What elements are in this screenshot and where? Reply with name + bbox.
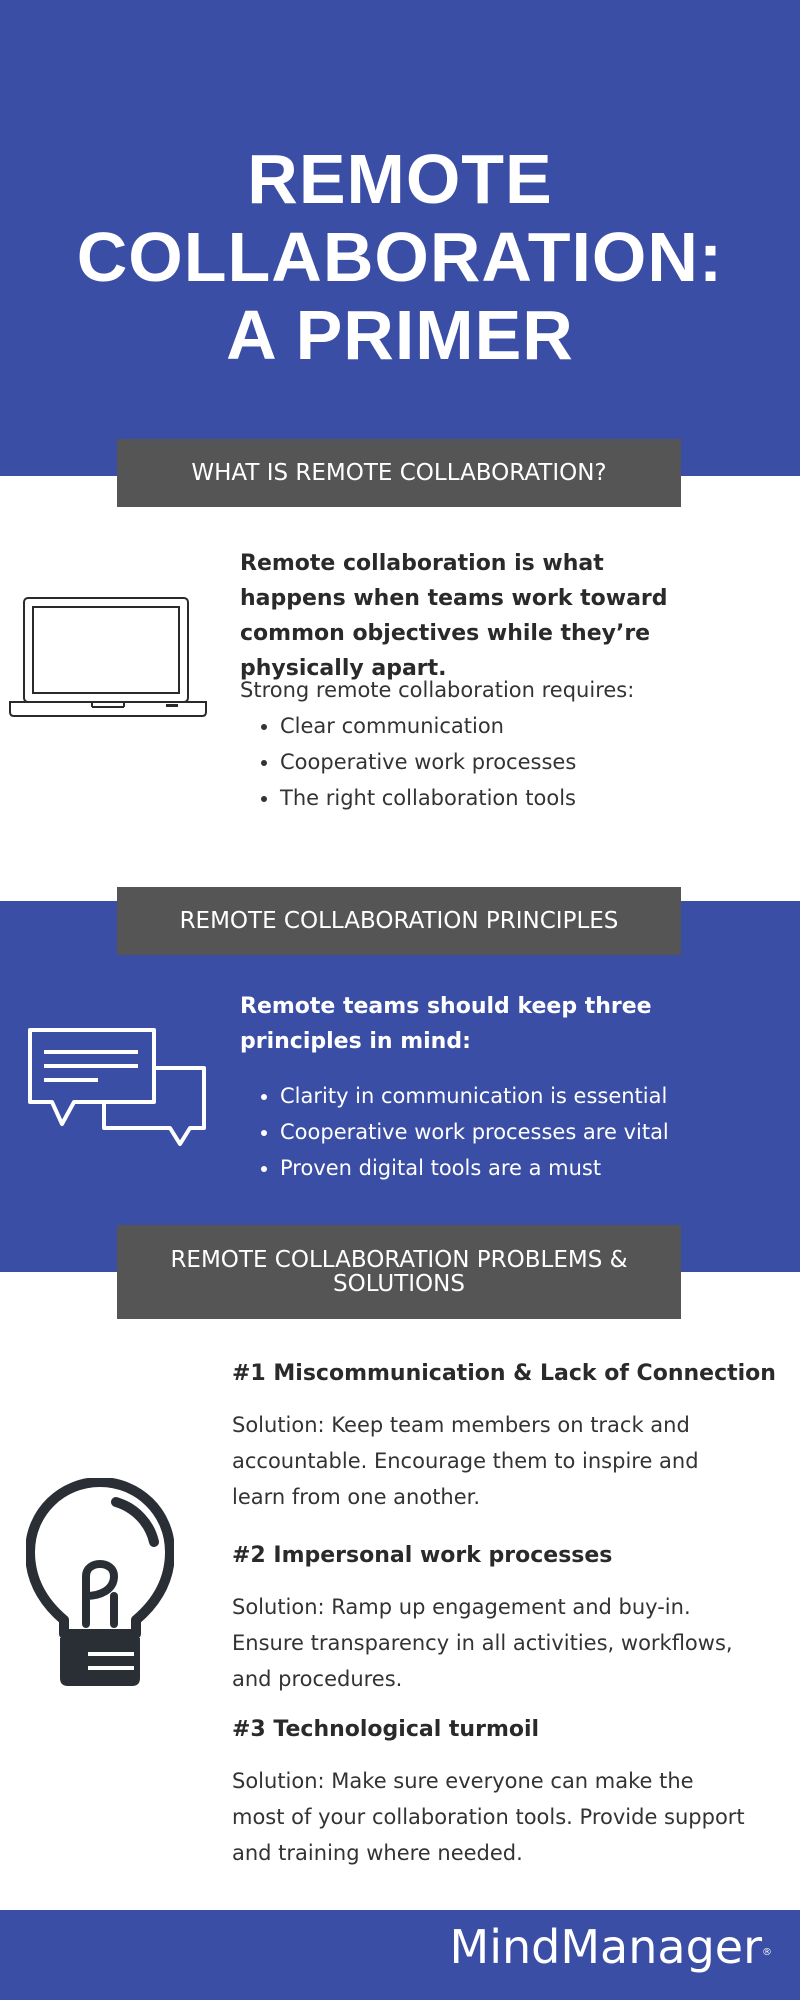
- list-item: Cooperative work processes are vital: [280, 1114, 750, 1150]
- problem-title: #1 Miscommunication & Lack of Connection: [232, 1361, 776, 1386]
- logo-text: MindManager: [449, 1920, 762, 1974]
- section-header-what-is: WHAT IS REMOTE COLLABORATION?: [117, 439, 681, 507]
- section-header-label: WHAT IS REMOTE COLLABORATION?: [191, 460, 607, 486]
- section2-bullet-list: Clarity in communication is essential Co…: [240, 1078, 750, 1186]
- problem-item-3: #3 Technological turmoil Solution: Make …: [232, 1715, 752, 1871]
- title-line-2: COLLABORATION:: [76, 218, 724, 296]
- section-header-label: REMOTE COLLABORATION PRINCIPLES: [179, 908, 619, 934]
- registered-mark: ®: [762, 1947, 772, 1958]
- section1-intro: Strong remote collaboration requires:: [240, 678, 635, 702]
- problem-title: #2 Impersonal work processes: [232, 1543, 613, 1568]
- list-item: Clarity in communication is essential: [280, 1078, 750, 1114]
- section-header-principles: REMOTE COLLABORATION PRINCIPLES: [117, 887, 681, 955]
- problem-solution: Solution: Keep team members on track and…: [232, 1413, 699, 1509]
- page-title: REMOTE COLLABORATION: A PRIMER: [0, 140, 800, 374]
- chat-bubbles-icon: [28, 1028, 206, 1146]
- laptop-icon: [9, 597, 207, 717]
- problem-solution: Solution: Make sure everyone can make th…: [232, 1769, 745, 1865]
- section-header-label-line1: REMOTE COLLABORATION PROBLEMS &: [170, 1247, 628, 1273]
- section1-lead: Remote collaboration is what happens whe…: [240, 551, 668, 681]
- problem-title: #3 Technological turmoil: [232, 1717, 540, 1742]
- title-line-1: REMOTE: [247, 140, 553, 218]
- footer-band: [0, 1910, 800, 2000]
- problem-item-2: #2 Impersonal work processes Solution: R…: [232, 1541, 752, 1697]
- section-header-problems: REMOTE COLLABORATION PROBLEMS & SOLUTION…: [117, 1225, 681, 1319]
- problem-solution: Solution: Ramp up engagement and buy-in.…: [232, 1595, 733, 1691]
- title-line-3: A PRIMER: [226, 296, 574, 374]
- list-item: Proven digital tools are a must: [280, 1150, 750, 1186]
- list-item: The right collaboration tools: [280, 780, 750, 816]
- section2-lead: Remote teams should keep three principle…: [240, 994, 652, 1054]
- section-header-label-line2: SOLUTIONS: [333, 1271, 465, 1297]
- mindmanager-logo: MindManager®: [450, 1922, 772, 1972]
- list-item: Cooperative work processes: [280, 744, 750, 780]
- list-item: Clear communication: [280, 708, 750, 744]
- title-banner: [0, 0, 800, 476]
- section1-bullet-list: Clear communication Cooperative work pro…: [240, 708, 750, 816]
- lightbulb-icon: [26, 1478, 174, 1686]
- problem-item-1: #1 Miscommunication & Lack of Connection…: [232, 1359, 776, 1515]
